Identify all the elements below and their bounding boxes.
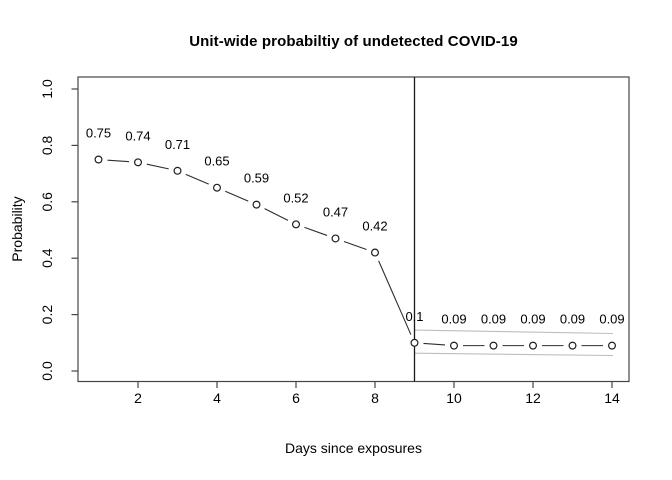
y-tick-label: 0.2 <box>39 305 55 325</box>
series-segment <box>107 159 130 163</box>
point-label: 0.52 <box>283 190 308 205</box>
data-point <box>410 338 419 347</box>
ci-upper-line <box>414 329 614 335</box>
y-tick-label: 1.0 <box>39 79 55 99</box>
y-tick-label: 0.6 <box>39 192 55 212</box>
y-tick-label: 0.8 <box>39 135 55 155</box>
series-segment <box>185 173 209 185</box>
point-label: 0.09 <box>520 312 545 327</box>
y-tick-label: 0.4 <box>39 248 55 268</box>
point-label: 0.09 <box>481 312 506 327</box>
chart-title: Unit-wide probabiltiy of undetected COVI… <box>189 33 518 50</box>
data-point <box>568 341 577 350</box>
x-axis-label: Days since exposures <box>285 440 422 456</box>
series-segment <box>146 163 169 170</box>
ci-lower-line <box>414 352 614 357</box>
x-tick-label: 10 <box>446 390 462 406</box>
x-tick-label: 4 <box>213 390 221 406</box>
point-label: 0.75 <box>86 126 111 141</box>
series-segment <box>264 208 289 221</box>
x-tick-label: 12 <box>525 390 541 406</box>
x-tick-label: 14 <box>604 390 620 406</box>
point-label: 0.74 <box>125 128 150 143</box>
series-segment <box>378 260 412 335</box>
x-tick-label: 2 <box>134 390 142 406</box>
data-point <box>371 248 380 257</box>
plot-box <box>77 76 630 383</box>
x-tick-label: 6 <box>292 390 300 406</box>
data-point <box>292 220 301 229</box>
series-segment <box>423 342 446 346</box>
series-segment <box>225 190 249 202</box>
point-label: 0.09 <box>560 312 585 327</box>
data-point <box>252 200 261 209</box>
point-label: 0.09 <box>441 312 466 327</box>
point-label: 0.1 <box>405 309 423 324</box>
data-point <box>489 341 498 350</box>
point-label: 0.59 <box>244 171 269 186</box>
point-label: 0.47 <box>323 204 348 219</box>
data-point <box>450 341 459 350</box>
point-label: 0.42 <box>362 219 387 234</box>
data-point <box>528 341 537 350</box>
x-tick-label: 8 <box>371 390 379 406</box>
point-label: 0.09 <box>599 312 624 327</box>
point-label: 0.71 <box>165 137 190 152</box>
data-point <box>607 341 616 350</box>
y-axis-label: Probability <box>9 196 25 262</box>
point-label: 0.65 <box>204 154 229 169</box>
y-tick-label: 0.0 <box>39 361 55 381</box>
data-point <box>173 166 182 175</box>
data-point <box>213 183 222 192</box>
data-point <box>134 158 143 167</box>
series-segment <box>343 240 367 251</box>
series-segment <box>304 226 328 236</box>
data-point <box>94 155 103 164</box>
data-point <box>331 234 340 243</box>
